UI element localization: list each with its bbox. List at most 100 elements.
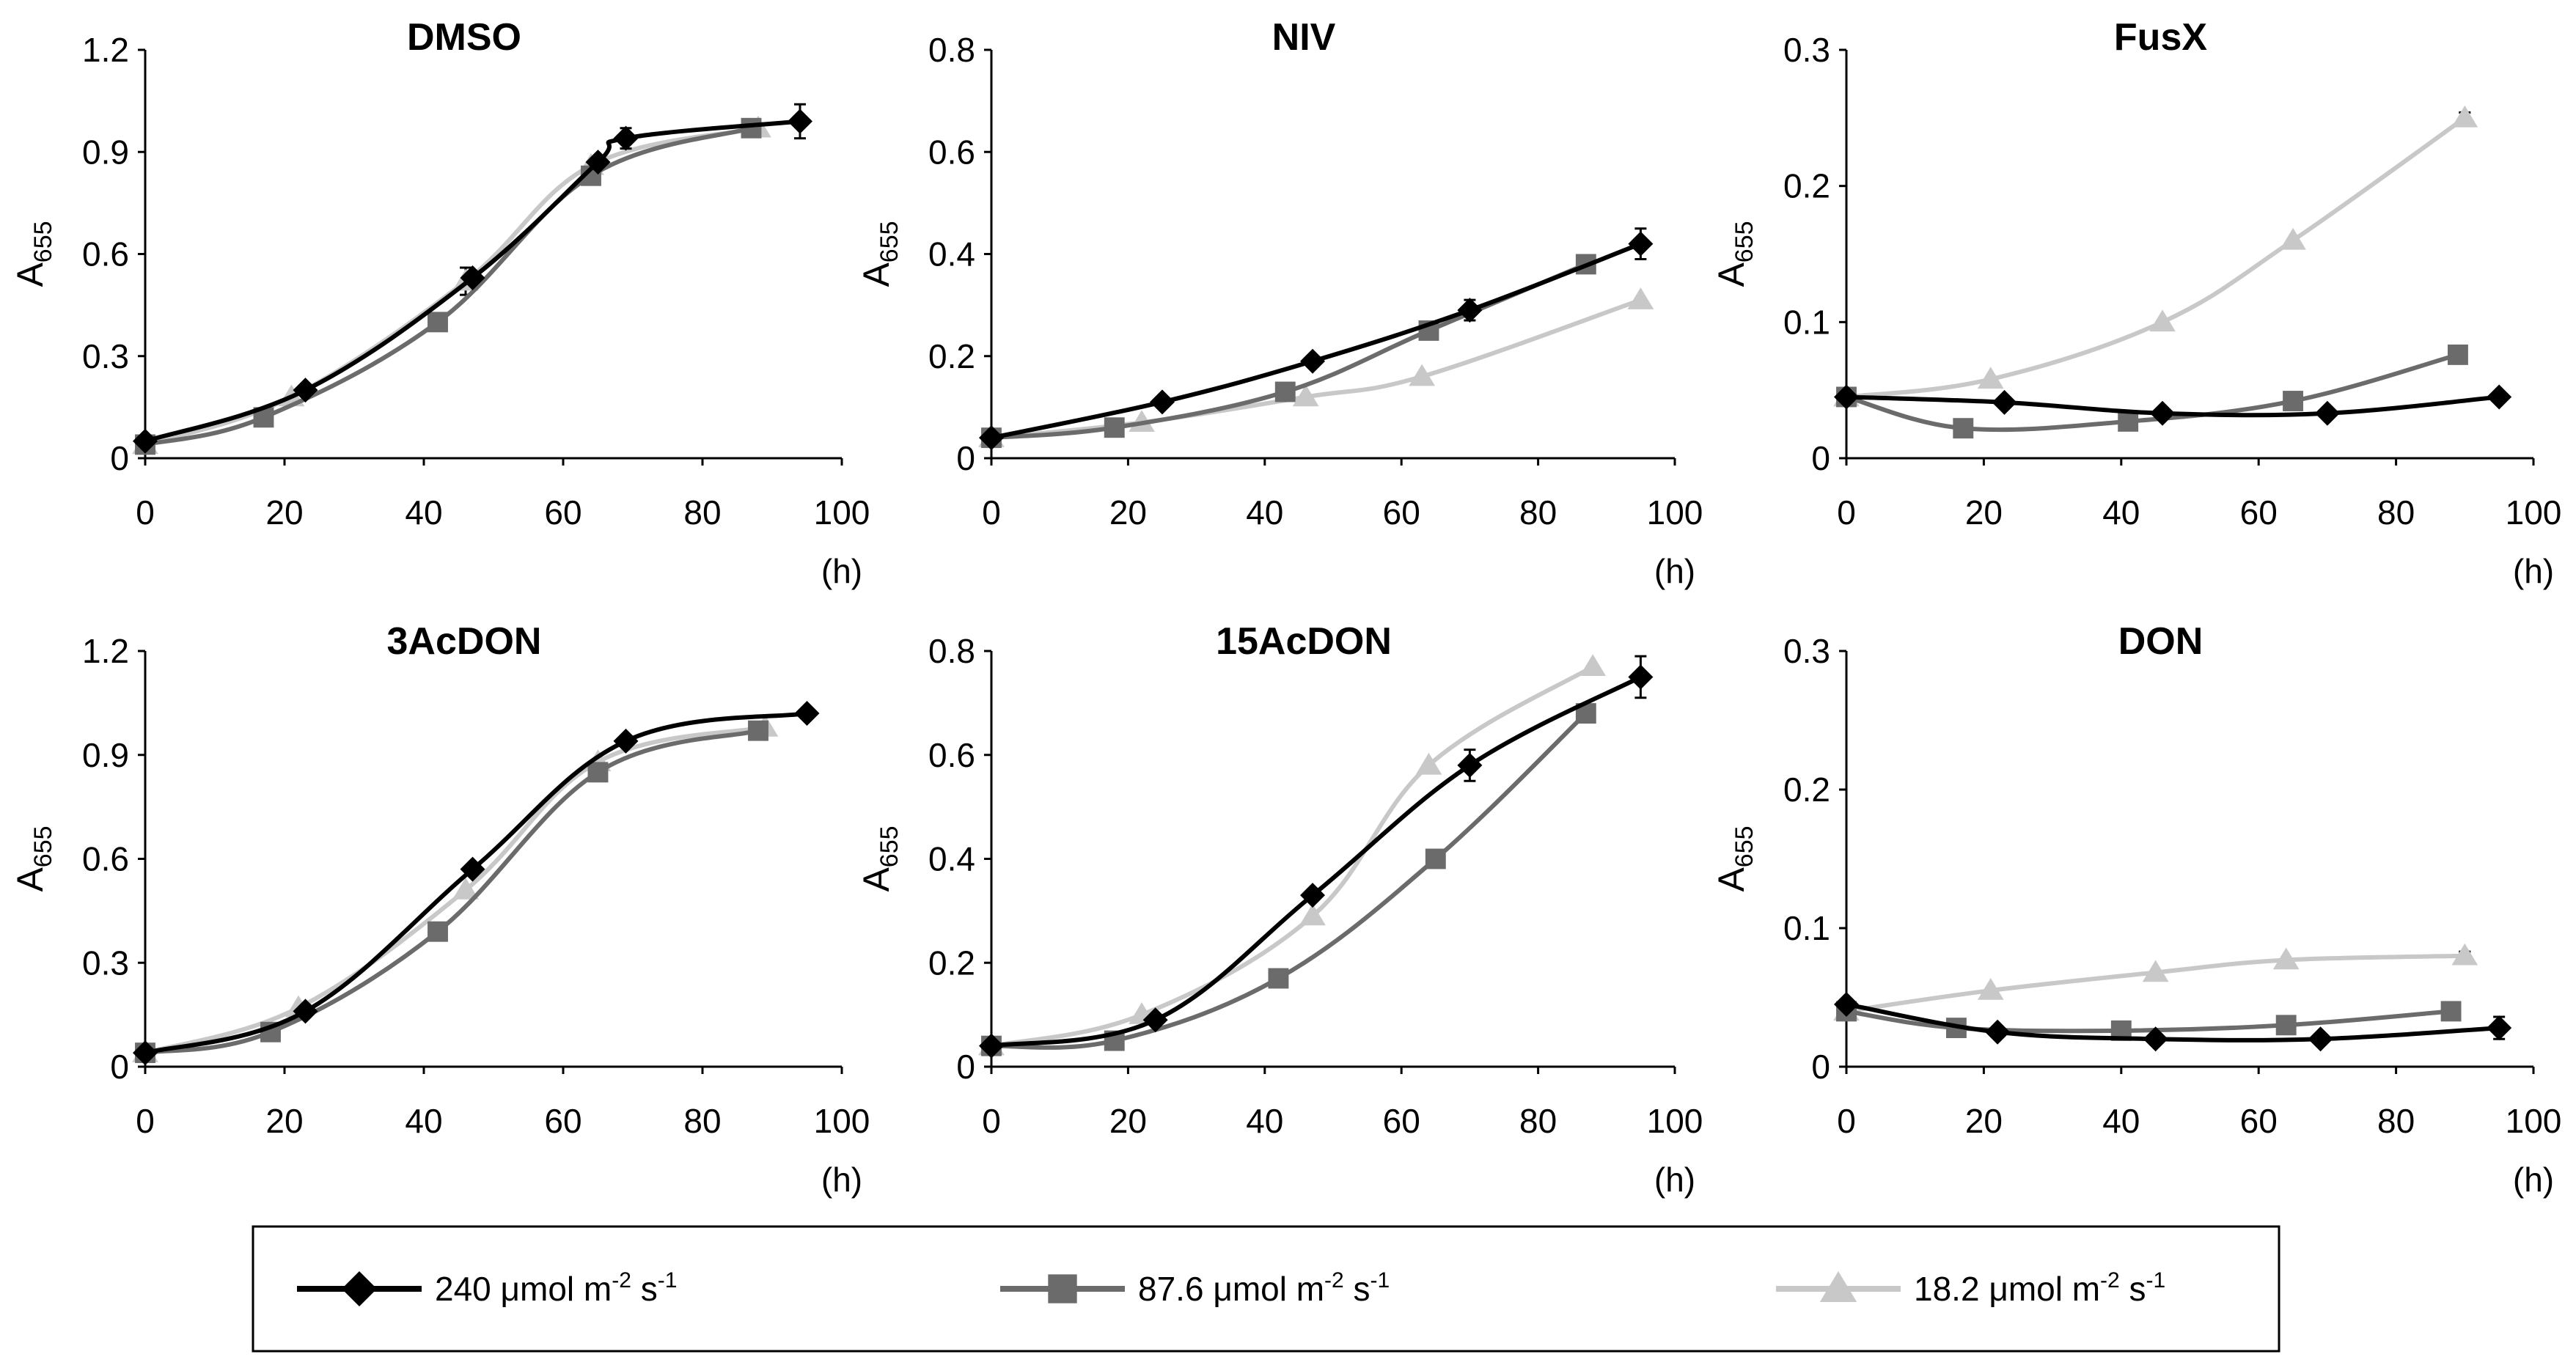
series-87.6	[981, 703, 1596, 1056]
data-point	[1268, 968, 1289, 989]
series-18.2	[1833, 943, 2478, 1021]
x-tick-label: 0	[982, 1102, 1001, 1140]
panel-15acdon: 15AcDON 0 0.2 0.4 0.6 0.8 0 20 40 60 80 100 A655 (h)	[856, 620, 1703, 1199]
data-point	[2272, 947, 2300, 970]
data-point	[788, 109, 812, 134]
data-point	[1992, 389, 2017, 415]
data-point	[748, 720, 768, 741]
y-tick-label: 0	[110, 1048, 129, 1086]
data-point	[979, 1033, 1004, 1059]
data-point	[1142, 1007, 1168, 1033]
x-axis-label: (h)	[1654, 1161, 1695, 1199]
x-tick-label: 40	[1246, 493, 1283, 532]
data-point	[2118, 411, 2139, 432]
data-point	[1457, 298, 1483, 323]
series-line	[144, 125, 752, 447]
series-240	[133, 103, 812, 454]
data-point	[1627, 287, 1654, 309]
series-18.2	[132, 714, 779, 1062]
x-tick-label: 60	[2240, 493, 2278, 532]
x-tick-label: 20	[265, 1102, 303, 1140]
data-point	[452, 878, 479, 900]
data-point	[1579, 654, 1607, 677]
y-tick-label: 0.3	[1783, 31, 1830, 69]
data-point	[2149, 309, 2176, 332]
series-18.2	[978, 654, 1607, 1056]
x-tick-label: 80	[2377, 493, 2415, 532]
x-axis-label: (h)	[2513, 552, 2554, 590]
data-point	[1299, 903, 1326, 926]
y-tick-label: 0.6	[82, 840, 129, 878]
y-tick-label: 0.1	[1783, 303, 1830, 341]
x-axis-label: (h)	[821, 1161, 862, 1199]
data-point	[1977, 367, 2004, 389]
legend-label: 87.6 μmol m-2 s-1	[1138, 1268, 1390, 1308]
x-tick-label: 0	[1837, 1102, 1856, 1140]
data-point	[979, 425, 1004, 451]
x-tick-label: 100	[1647, 1102, 1703, 1140]
data-point	[2283, 391, 2303, 411]
data-point	[794, 701, 820, 727]
data-point	[613, 125, 639, 151]
panel-niv: NIV 0 0.2 0.4 0.6 0.8 0 20 40 60 80 100 A655 (h)	[856, 16, 1703, 590]
x-tick-label: 80	[1519, 493, 1557, 532]
data-point	[613, 728, 639, 754]
data-point	[1300, 348, 1326, 374]
x-tick-label: 0	[136, 493, 155, 532]
y-tick-label: 0	[1811, 439, 1830, 477]
y-tick-label: 0.6	[928, 736, 975, 774]
x-axis-label: (h)	[2513, 1161, 2554, 1199]
panel-title: DMSO	[407, 16, 521, 59]
x-tick-label: 20	[1109, 493, 1147, 532]
panel-fusx: FusX 0 0.1 0.2 0.3 0 20 40 60 80 100 A655 (h)	[1711, 16, 2561, 590]
panel-don: DON 0 0.1 0.2 0.3 0 20 40 60 80 100 A655 (h)	[1711, 620, 2561, 1199]
data-point	[2451, 943, 2478, 966]
legend-item-18.2: 18.2 μmol m-2 s-1	[1776, 1268, 2165, 1308]
series-240	[133, 701, 820, 1066]
data-point	[1834, 991, 1859, 1017]
data-point	[587, 762, 609, 783]
x-tick-label: 40	[1246, 1102, 1283, 1140]
x-tick-label: 100	[814, 1102, 870, 1140]
y-tick-label: 0.2	[1783, 167, 1830, 205]
series-87.6	[135, 720, 768, 1064]
legend-label: 18.2 μmol m-2 s-1	[1914, 1268, 2165, 1308]
x-tick-label: 0	[136, 1102, 155, 1140]
y-axis-label: A655	[856, 221, 903, 287]
y-tick-label: 0	[956, 439, 975, 477]
data-point	[2487, 1015, 2512, 1041]
series-line	[144, 728, 759, 1056]
data-point	[2440, 1001, 2462, 1022]
data-point	[2275, 1015, 2297, 1036]
series-line	[1846, 353, 2459, 433]
x-tick-label: 20	[265, 493, 303, 532]
x-tick-label: 100	[2506, 1102, 2562, 1140]
x-tick-label: 60	[544, 493, 581, 532]
data-point	[2280, 227, 2306, 250]
data-point	[2451, 105, 2478, 128]
x-tick-label: 60	[544, 1102, 581, 1140]
data-point	[1292, 384, 1319, 407]
legend: 240 μmol m-2 s-1 87.6 μmol m-2 s-1 18.2 μm…	[252, 1225, 2280, 1353]
legend-swatch-marker	[342, 1271, 377, 1306]
data-point	[1415, 752, 1442, 775]
data-point	[133, 428, 158, 454]
x-tick-label: 20	[1965, 1102, 2003, 1140]
x-tick-label: 40	[2102, 493, 2140, 532]
data-point	[1628, 664, 1654, 690]
series-line	[1846, 116, 2467, 400]
series-240	[979, 655, 1654, 1059]
x-tick-label: 0	[1837, 493, 1856, 532]
panel-title: NIV	[1272, 16, 1336, 59]
series-240	[979, 227, 1654, 451]
y-tick-label: 1.2	[82, 632, 129, 670]
panel-3acdon: 3AcDON 0 0.3 0.6 0.9 1.2 0 20 40 60 80 100 A655 (h)	[10, 620, 870, 1199]
x-tick-label: 80	[1519, 1102, 1557, 1140]
data-point	[460, 856, 485, 882]
x-tick-label: 80	[2377, 1102, 2415, 1140]
data-point	[2308, 1026, 2333, 1052]
y-tick-label: 0.1	[1783, 909, 1830, 947]
y-tick-label: 0.8	[928, 632, 975, 670]
